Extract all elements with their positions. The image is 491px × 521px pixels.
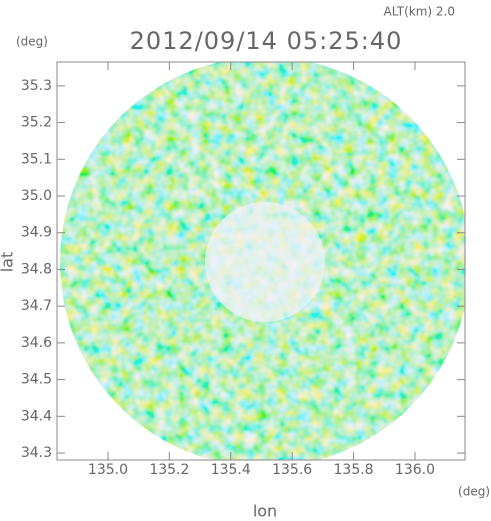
y-tick-label: 35.0 [21, 188, 52, 204]
y-tick-label: 35.1 [21, 151, 52, 167]
radar-field [60, 62, 465, 460]
y-tick-label: 34.5 [21, 372, 52, 388]
y-tick-label: 34.6 [21, 335, 52, 351]
x-unit: (deg) [458, 485, 490, 499]
chart-title: 2012/09/14 05:25:40 [130, 27, 403, 55]
y-unit: (deg) [16, 35, 48, 49]
x-axis-label: lon [253, 502, 277, 521]
x-tick-label: 136.0 [395, 462, 435, 478]
x-tick-label: 135.4 [211, 462, 251, 478]
radar-center [205, 202, 325, 322]
x-tick-label: 135.2 [149, 462, 189, 478]
altitude-label: ALT(km) 2.0 [384, 5, 455, 19]
y-tick-label: 34.7 [21, 298, 52, 314]
y-tick-label: 34.3 [21, 445, 52, 461]
y-tick-label: 34.4 [21, 408, 52, 424]
y-tick-label: 34.9 [21, 225, 52, 241]
y-tick-label: 34.8 [21, 261, 52, 277]
x-tick-label: 135.0 [88, 462, 128, 478]
x-tick-label: 135.6 [272, 462, 312, 478]
plot-frame [56, 61, 466, 461]
y-axis-label: lat [0, 252, 17, 273]
x-tick-label: 135.8 [334, 462, 374, 478]
y-tick-label: 35.3 [21, 78, 52, 94]
y-tick-label: 35.2 [21, 115, 52, 131]
